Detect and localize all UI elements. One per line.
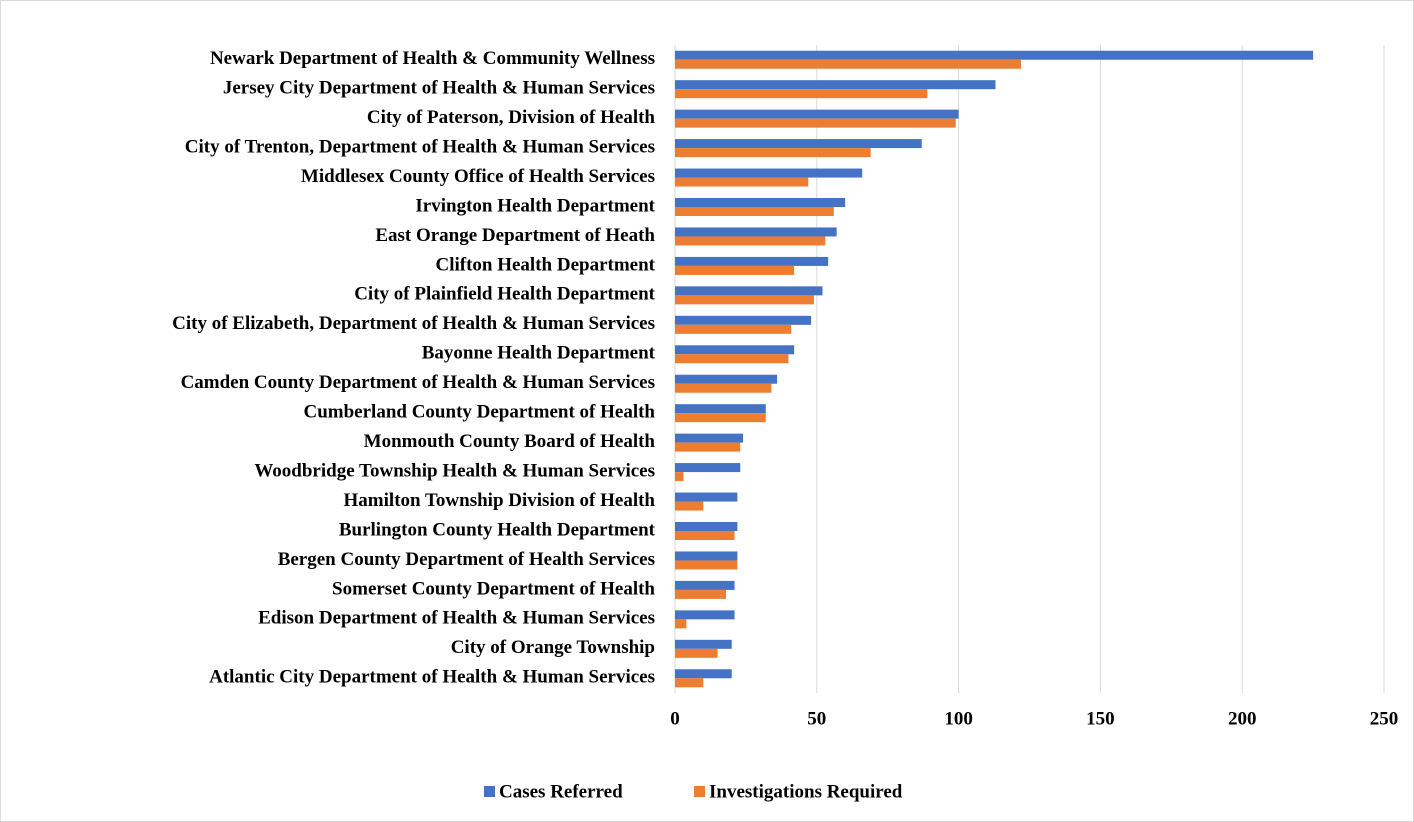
legend-swatch [694, 786, 705, 797]
y-tick-label: Clifton Health Department [435, 254, 655, 275]
y-tick-label: Bergen County Department of Health Servi… [278, 549, 655, 570]
y-tick-label: Burlington County Health Department [339, 519, 656, 540]
bar [675, 413, 766, 423]
legend-swatch [484, 786, 495, 797]
bar [675, 89, 928, 99]
y-tick-label: City of Orange Township [451, 637, 655, 658]
y-tick-label: City of Trenton, Department of Health & … [185, 136, 655, 157]
bar [675, 168, 863, 178]
bar [675, 648, 718, 658]
legend-label: Cases Referred [499, 781, 623, 802]
y-tick-label: Newark Department of Health & Community … [210, 48, 655, 69]
y-tick-label: City of Paterson, Division of Health [367, 107, 656, 128]
y-tick-label: Irvington Health Department [415, 195, 655, 216]
bar [675, 236, 826, 246]
bar [675, 383, 772, 393]
bar [675, 522, 738, 531]
bar [675, 148, 871, 158]
bar [675, 551, 738, 561]
bar [675, 227, 837, 237]
y-tick-label: Bayonne Health Department [422, 343, 656, 364]
bar [675, 433, 744, 443]
x-tick-label: 150 [1086, 708, 1115, 729]
bar [675, 669, 732, 679]
bar [675, 286, 823, 296]
y-tick-label: Camden County Department of Health & Hum… [181, 372, 655, 393]
y-tick-label: Cumberland County Department of Health [304, 402, 656, 423]
y-tick-label: Atlantic City Department of Health & Hum… [209, 667, 655, 688]
x-tick-label: 200 [1228, 708, 1257, 729]
bar [675, 265, 795, 275]
legend-label: Investigations Required [709, 781, 903, 802]
bar [675, 442, 741, 452]
bar [675, 139, 922, 149]
bar [675, 580, 735, 590]
bar [675, 463, 741, 473]
y-tick-label: East Orange Department of Heath [375, 225, 655, 246]
y-tick-label: Jersey City Department of Health & Human… [223, 78, 655, 99]
bar [675, 678, 704, 688]
bar [675, 404, 766, 414]
y-tick-label: City of Plainfield Health Department [354, 284, 655, 305]
y-tick-label: Monmouth County Board of Health [364, 431, 656, 452]
bar [675, 560, 738, 570]
x-tick-label: 250 [1370, 708, 1399, 729]
x-tick-label: 50 [807, 708, 826, 729]
y-tick-label: Woodbridge Township Health & Human Servi… [254, 460, 655, 481]
y-tick-label: City of Elizabeth, Department of Health … [172, 313, 655, 334]
y-tick-label: Somerset County Department of Health [332, 578, 655, 599]
y-tick-label: Middlesex County Office of Health Servic… [301, 166, 655, 187]
bar [675, 256, 829, 266]
bar [675, 109, 959, 119]
bar [675, 315, 812, 325]
bar [675, 501, 704, 511]
bar [675, 177, 809, 187]
y-tick-label: Edison Department of Health & Human Serv… [258, 608, 655, 629]
bar [675, 472, 684, 482]
bar [675, 589, 727, 599]
bar [675, 324, 792, 334]
bar [675, 374, 778, 384]
bar [675, 295, 814, 305]
bar [675, 59, 1021, 69]
bar [675, 354, 789, 364]
bar [675, 345, 795, 355]
bar [675, 198, 846, 207]
y-tick-label: Hamilton Township Division of Health [344, 490, 656, 511]
bar [675, 50, 1314, 60]
x-tick-label: 100 [944, 708, 973, 729]
x-tick-label: 0 [670, 708, 680, 729]
bar [675, 610, 735, 620]
bar [675, 207, 834, 216]
bar [675, 531, 735, 540]
bar [675, 492, 738, 502]
bar [675, 118, 956, 128]
bar [675, 80, 996, 90]
bar [675, 619, 687, 629]
bar [675, 639, 732, 649]
